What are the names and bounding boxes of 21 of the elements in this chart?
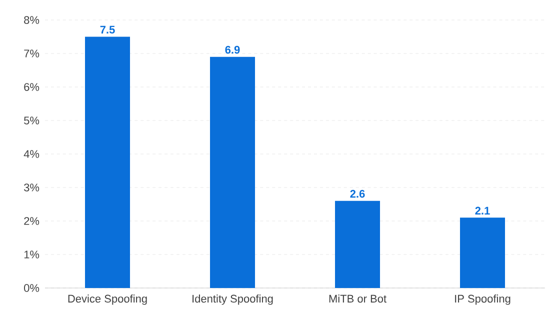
y-tick-label: 7% — [24, 50, 40, 58]
x-tick-label: MiTB or Bot — [329, 294, 386, 303]
y-tick-label: 2% — [24, 217, 40, 225]
x-tick-label: Device Spoofing — [68, 294, 147, 305]
bar — [210, 56, 256, 288]
y-tick-label: 8% — [24, 16, 40, 24]
x-tick-label: IP Spoofing — [455, 294, 510, 305]
data-label: 2.1 — [475, 206, 490, 214]
y-tick-label: 5% — [24, 116, 40, 124]
y-tick-label: 0% — [24, 284, 40, 292]
bar — [460, 218, 506, 288]
y-tick-label: 3% — [24, 184, 40, 192]
data-label: 2.6 — [350, 190, 365, 198]
y-tick-label: 1% — [24, 250, 40, 258]
y-tick-label: 6% — [24, 83, 40, 91]
data-label: 6.9 — [225, 46, 240, 54]
x-tick-label: Identity Spoofing — [192, 294, 273, 305]
y-tick-label: 4% — [24, 150, 40, 158]
data-label: 7.5 — [100, 26, 115, 34]
bar — [85, 36, 130, 288]
bar — [335, 200, 380, 288]
